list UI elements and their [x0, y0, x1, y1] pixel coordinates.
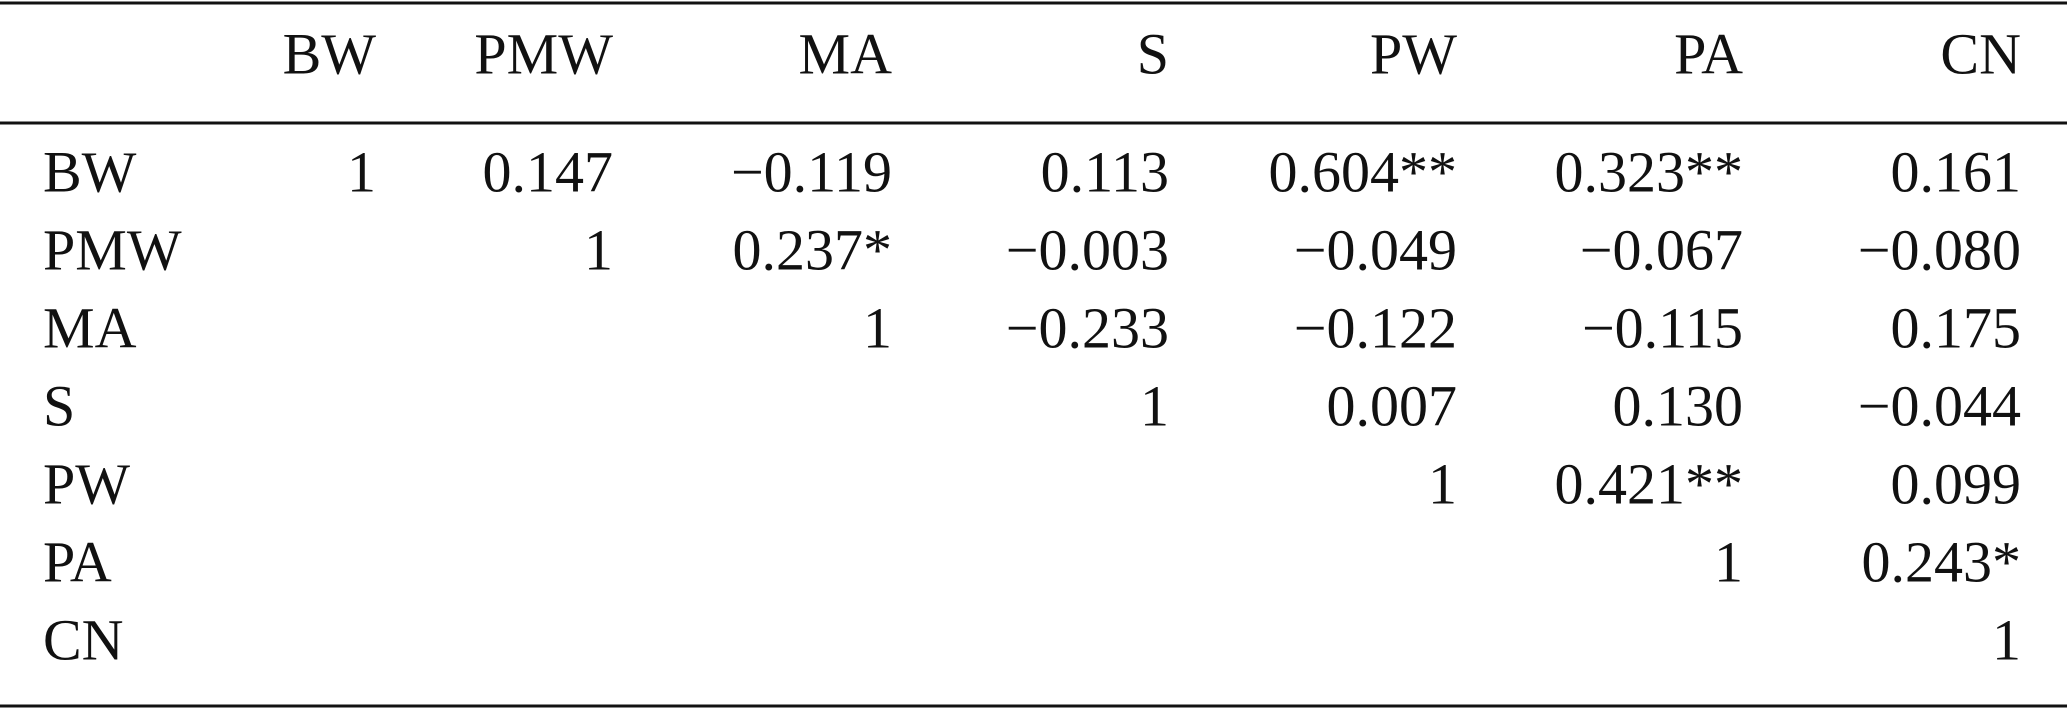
cell: −0.122 — [1294, 295, 1457, 360]
cell: 0.421** — [1555, 451, 1744, 516]
column-header: S — [1137, 21, 1169, 86]
column-header: CN — [1940, 21, 2021, 86]
cell: 0.237* — [733, 217, 893, 282]
cell: 1 — [1992, 607, 2021, 672]
cell: 0.175 — [1891, 295, 2022, 360]
column-header: PMW — [474, 21, 613, 86]
cell: 1 — [1714, 529, 1743, 594]
cell: −0.119 — [731, 139, 892, 204]
cell: 0.113 — [1041, 139, 1169, 204]
cell: 0.099 — [1891, 451, 2022, 516]
cell: −0.080 — [1858, 217, 2021, 282]
cell: 0.007 — [1327, 373, 1458, 438]
row-label: MA — [43, 295, 137, 360]
cell: 1 — [584, 217, 613, 282]
column-header: PW — [1370, 21, 1457, 86]
column-header: PA — [1674, 21, 1743, 86]
cell: 0.323** — [1555, 139, 1744, 204]
cell: −0.003 — [1006, 217, 1169, 282]
row-label: S — [43, 373, 75, 438]
column-header: MA — [799, 21, 893, 86]
cell: −0.044 — [1858, 373, 2021, 438]
cell: −0.049 — [1294, 217, 1457, 282]
cell: 0.130 — [1613, 373, 1744, 438]
row-label: PW — [43, 451, 130, 516]
cell: 0.161 — [1891, 139, 2022, 204]
cell: 0.147 — [483, 139, 614, 204]
row-label: CN — [43, 607, 124, 672]
row-label: PA — [43, 529, 112, 594]
cell: −0.233 — [1006, 295, 1169, 360]
cell: −0.067 — [1580, 217, 1743, 282]
cell: 1 — [863, 295, 892, 360]
column-header: BW — [283, 21, 377, 86]
cell: 1 — [347, 139, 376, 204]
cell: 1 — [1140, 373, 1169, 438]
row-label: PMW — [43, 217, 182, 282]
cell: 0.243* — [1862, 529, 2022, 594]
row-label: BW — [43, 139, 137, 204]
cell: 1 — [1428, 451, 1457, 516]
cell: 0.604** — [1269, 139, 1458, 204]
cell: −0.115 — [1582, 295, 1743, 360]
